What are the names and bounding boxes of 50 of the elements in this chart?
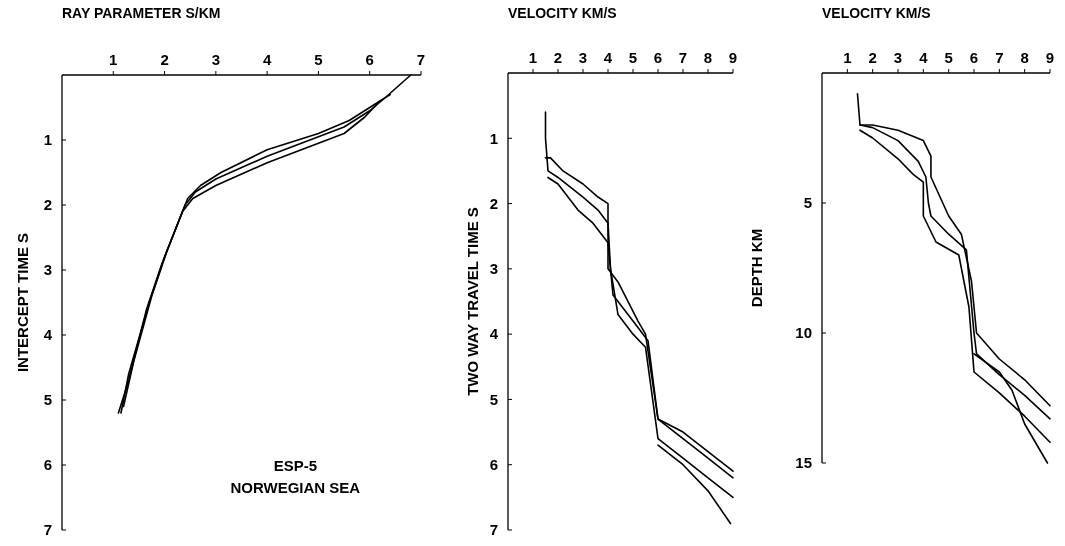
x-axis-title: RAY PARAMETER S/KM [62,5,221,21]
y-tick-label: 7 [489,521,498,539]
x-tick-label: 2 [868,49,877,66]
x-tick-label: 4 [919,49,929,66]
y-tick-label: 15 [795,454,812,472]
x-tick-label: 9 [728,49,738,66]
x-tick-label: 2 [160,51,169,68]
x-tick-label: 3 [211,51,221,68]
annotation: NORWEGIAN SEA [230,478,361,496]
y-tick-label: 2 [489,194,498,212]
x-tick-label: 1 [843,49,852,66]
x-tick-label: 6 [653,49,663,66]
y-tick-label: 6 [489,455,498,473]
y-tick-label: 4 [43,326,53,344]
x-tick-label: 5 [628,49,638,66]
x-tick-label: 5 [314,51,323,68]
y-tick-label: 10 [795,324,812,342]
y-tick-label: 7 [43,521,52,539]
y-tick-label: 3 [489,260,498,278]
y-axis-title: TWO WAY TRAVEL TIME S [464,207,481,396]
y-axis-title: DEPTH KM [748,228,765,308]
y-tick-label: 3 [43,261,52,279]
x-tick-label: 5 [944,49,953,66]
x-tick-label: 9 [1045,49,1055,66]
x-tick-label: 4 [603,49,613,66]
x-tick-label: 1 [109,51,118,68]
x-tick-label: 8 [1020,49,1029,66]
x-tick-label: 1 [528,49,538,66]
y-tick-label: 5 [489,390,498,408]
y-axis-title: INTERCEPT TIME S [14,232,31,373]
x-tick-label: 3 [893,49,903,66]
annotation: ESP-5 [273,456,318,474]
x-tick-label: 6 [365,51,374,68]
x-tick-label: 3 [578,49,588,66]
x-tick-label: 4 [262,51,272,68]
x-tick-label: 2 [553,49,563,66]
x-tick-label: 8 [703,49,713,66]
y-tick-label: 5 [43,391,52,409]
y-tick-label: 4 [489,325,499,343]
y-tick-label: 5 [803,194,812,212]
x-axis-title: VELOCITY KM/S [508,5,617,21]
x-axis-title: VELOCITY KM/S [822,5,931,21]
y-tick-label: 6 [43,456,52,474]
x-tick-label: 7 [416,51,426,68]
x-tick-label: 7 [678,49,688,66]
y-tick-label: 1 [489,129,498,147]
y-tick-label: 1 [43,131,52,149]
x-tick-label: 6 [969,49,979,66]
x-tick-label: 7 [995,49,1004,66]
y-tick-label: 2 [43,196,52,214]
